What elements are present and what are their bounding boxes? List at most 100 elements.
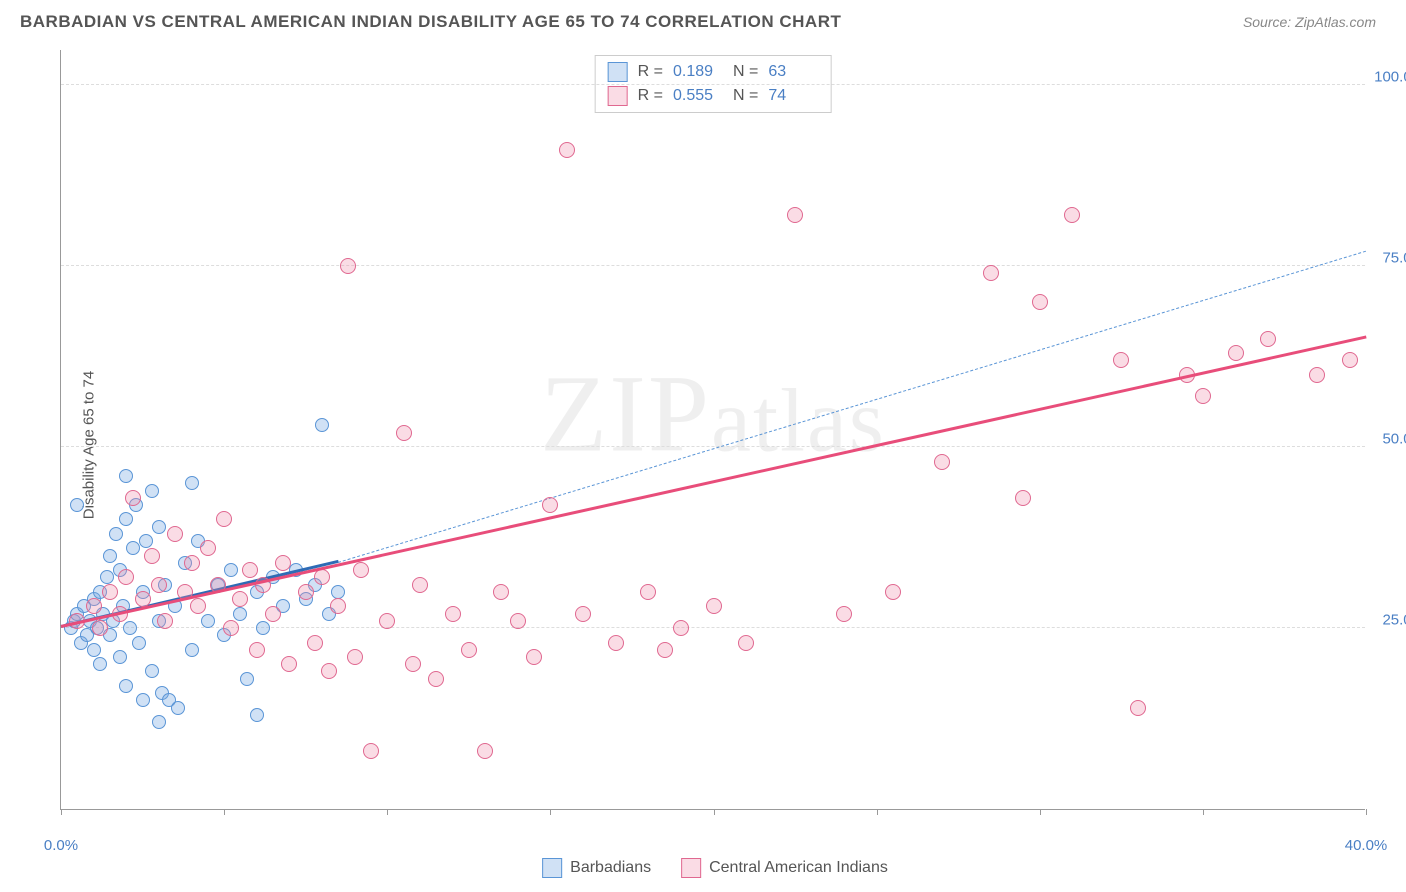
data-point: [126, 541, 140, 555]
data-point: [102, 584, 118, 600]
data-point: [331, 585, 345, 599]
trend-line: [338, 251, 1366, 563]
stat-r-value: 0.189: [673, 63, 723, 81]
x-tick: [1040, 809, 1041, 815]
data-point: [1228, 345, 1244, 361]
chart-title: BARBADIAN VS CENTRAL AMERICAN INDIAN DIS…: [20, 12, 841, 32]
data-point: [224, 563, 238, 577]
data-point: [232, 591, 248, 607]
stat-label: R =: [638, 63, 663, 81]
data-point: [396, 425, 412, 441]
x-tick: [61, 809, 62, 815]
data-point: [363, 743, 379, 759]
data-point: [559, 142, 575, 158]
data-point: [119, 679, 133, 693]
legend-swatch: [681, 858, 701, 878]
data-point: [836, 606, 852, 622]
stat-n-value: 74: [768, 87, 818, 105]
data-point: [201, 614, 215, 628]
data-point: [1032, 294, 1048, 310]
data-point: [167, 526, 183, 542]
data-point: [1064, 207, 1080, 223]
data-point: [657, 642, 673, 658]
x-tick: [1366, 809, 1367, 815]
gridline: [61, 265, 1365, 266]
x-tick: [224, 809, 225, 815]
legend-swatch: [608, 62, 628, 82]
data-point: [330, 598, 346, 614]
legend-item: Central American Indians: [681, 858, 888, 878]
data-point: [307, 635, 323, 651]
data-point: [157, 613, 173, 629]
data-point: [87, 643, 101, 657]
data-point: [493, 584, 509, 600]
data-point: [223, 620, 239, 636]
data-point: [123, 621, 137, 635]
data-point: [151, 577, 167, 593]
data-point: [934, 454, 950, 470]
legend-swatch: [608, 86, 628, 106]
data-point: [113, 650, 127, 664]
bottom-legend: Barbadians Central American Indians: [542, 858, 888, 878]
data-point: [86, 598, 102, 614]
data-point: [787, 207, 803, 223]
data-point: [109, 527, 123, 541]
data-point: [93, 657, 107, 671]
plot-area: ZIPatlas R =0.189N =63R =0.555N =74 25.0…: [60, 50, 1365, 810]
legend-label: Central American Indians: [709, 859, 888, 877]
chart-header: BARBADIAN VS CENTRAL AMERICAN INDIAN DIS…: [0, 0, 1406, 40]
stat-label: N =: [733, 63, 758, 81]
data-point: [190, 598, 206, 614]
data-point: [171, 701, 185, 715]
data-point: [1309, 367, 1325, 383]
data-point: [144, 548, 160, 564]
y-tick-label: 100.0%: [1374, 69, 1406, 86]
data-point: [103, 549, 117, 563]
data-point: [640, 584, 656, 600]
data-point: [185, 476, 199, 490]
data-point: [673, 620, 689, 636]
data-point: [353, 562, 369, 578]
data-point: [139, 534, 153, 548]
data-point: [265, 606, 281, 622]
stats-row: R =0.189N =63: [604, 60, 823, 84]
data-point: [118, 569, 134, 585]
data-point: [340, 258, 356, 274]
data-point: [315, 418, 329, 432]
data-point: [405, 656, 421, 672]
stats-row: R =0.555N =74: [604, 84, 823, 108]
trend-line: [61, 336, 1367, 628]
gridline: [61, 446, 1365, 447]
data-point: [216, 511, 232, 527]
data-point: [1195, 388, 1211, 404]
watermark: ZIPatlas: [540, 351, 886, 478]
x-tick: [1203, 809, 1204, 815]
data-point: [510, 613, 526, 629]
data-point: [347, 649, 363, 665]
data-point: [250, 708, 264, 722]
data-point: [119, 469, 133, 483]
data-point: [233, 607, 247, 621]
data-point: [242, 562, 258, 578]
data-point: [70, 498, 84, 512]
data-point: [461, 642, 477, 658]
data-point: [200, 540, 216, 556]
data-point: [152, 715, 166, 729]
data-point: [445, 606, 461, 622]
chart-container: Disability Age 65 to 74 ZIPatlas R =0.18…: [50, 50, 1380, 840]
data-point: [100, 570, 114, 584]
data-point: [249, 642, 265, 658]
data-point: [132, 636, 146, 650]
data-point: [256, 621, 270, 635]
data-point: [738, 635, 754, 651]
y-tick-label: 75.0%: [1382, 250, 1406, 267]
legend-swatch: [542, 858, 562, 878]
data-point: [608, 635, 624, 651]
data-point: [412, 577, 428, 593]
stat-label: N =: [733, 87, 758, 105]
data-point: [885, 584, 901, 600]
x-tick: [877, 809, 878, 815]
y-tick-label: 50.0%: [1382, 431, 1406, 448]
data-point: [240, 672, 254, 686]
legend-label: Barbadians: [570, 859, 651, 877]
